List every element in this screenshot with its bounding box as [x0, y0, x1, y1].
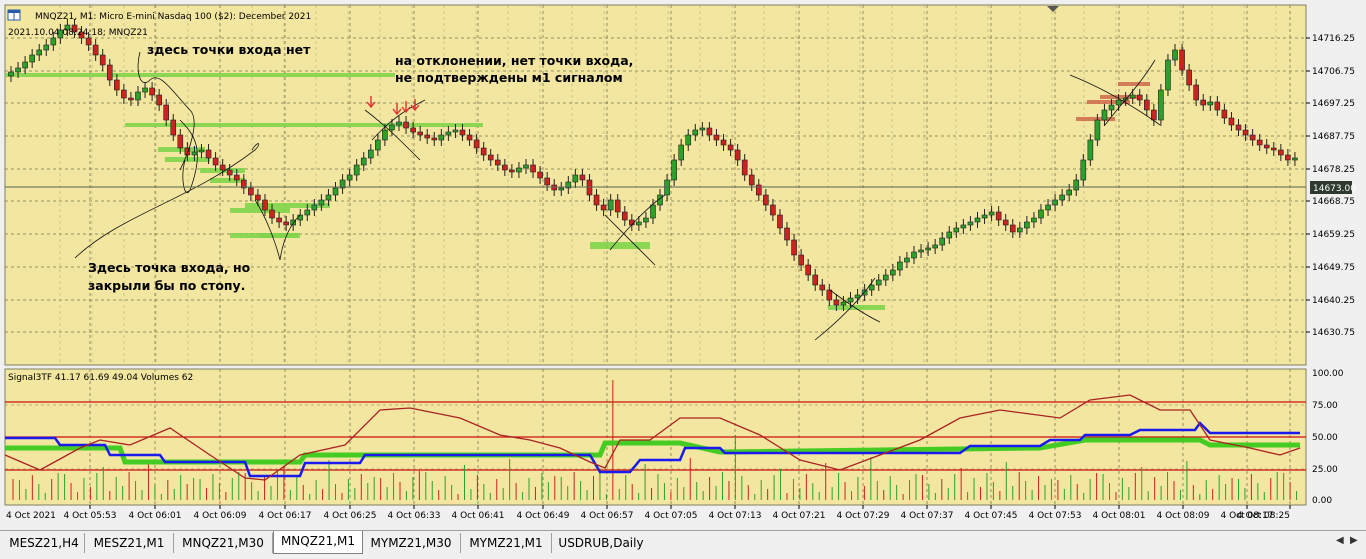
- annotation-entry-line2: закрыли бы по стопу.: [88, 278, 245, 293]
- indicator-lines: [4, 394, 1301, 481]
- time-tick-label: 4 Oct 07:05: [645, 511, 698, 521]
- indicator-grid: [5, 369, 1306, 505]
- price-tick-label: 14706.75: [1312, 67, 1355, 77]
- time-tick-label: 4 Oct 06:09: [194, 511, 247, 521]
- time-tick-label: 4 Oct 08:09: [1157, 511, 1210, 521]
- tab-mesz21-h4[interactable]: MESZ21,H4: [4, 533, 85, 553]
- time-tick-label: 4 Oct 06:17: [259, 511, 312, 521]
- indicator-tick-label: 75.00: [1312, 401, 1338, 411]
- price-tick-label: 14678.25: [1312, 165, 1355, 175]
- info-line: 2021.10.04 08:24:18; MNQZ21: [8, 28, 148, 38]
- indicator-axis: 100.00 75.00 50.00 25.00 0.00: [1312, 369, 1344, 506]
- indicator-tick-label: 0.00: [1312, 496, 1332, 506]
- time-tick-label: 4 Oct 06:33: [388, 511, 441, 521]
- tab-mymz21-m1[interactable]: MYMZ21,M1: [461, 533, 552, 553]
- tab-mesz21-m1[interactable]: MESZ21,M1: [85, 533, 174, 553]
- chart-tab-bar: MESZ21,H4 MESZ21,M1 MNQZ21,M30 MNQZ21,M1…: [0, 530, 1366, 559]
- price-tick-label: 14649.75: [1312, 263, 1355, 273]
- indicator-title: Signal3TF 41.17 61.69 49.04 Volumes 62: [8, 373, 193, 383]
- hand-drawn-sketch: [74, 51, 1161, 341]
- time-tick-label: 4 Oct 06:49: [517, 511, 570, 521]
- tab-mnqz21-m1[interactable]: MNQZ21,M1: [273, 531, 363, 554]
- window-icon: [7, 9, 21, 21]
- time-tick-label: 4 Oct 06:57: [581, 511, 634, 521]
- time-tick-label: 4 Oct 08:01: [1093, 511, 1146, 521]
- red-arrow-markers: [366, 96, 420, 116]
- price-tick-label: 14640.25: [1312, 296, 1355, 306]
- tab-mymz21-m30[interactable]: MYMZ21,M30: [362, 533, 461, 553]
- symbol-header: MNQZ21, M1: Micro E-mini Nasdaq 100 ($2)…: [35, 12, 311, 22]
- current-price-label: 14673.00: [1313, 184, 1356, 194]
- time-tick-label: 4 Oct 05:53: [64, 511, 117, 521]
- price-tick-label: 14668.75: [1312, 197, 1355, 207]
- time-tick-label: 4 Oct 06:25: [324, 511, 377, 521]
- time-tick-label: 4 Oct 07:53: [1029, 511, 1082, 521]
- annotation-entry-line1: Здесь точка входа, но: [88, 260, 251, 275]
- time-axis[interactable]: 4 Oct 2021 4 Oct 05:53 4 Oct 06:01 4 Oct 06…: [6, 505, 1291, 521]
- price-tick-label: 14687.75: [1312, 132, 1355, 142]
- volume-bars: [12, 380, 1298, 500]
- time-tick-label: 4 Oct 07:13: [709, 511, 762, 521]
- indicator-tick-label: 25.00: [1312, 465, 1338, 475]
- price-tick-label: 14659.25: [1312, 230, 1355, 240]
- candlesticks: [8, 19, 1298, 311]
- price-axis[interactable]: 14716.25 14706.75 14697.25 14687.75 14678.25…: [1306, 34, 1355, 338]
- price-pane[interactable]: [4, 4, 1307, 366]
- shift-marker-icon[interactable]: [1047, 6, 1059, 12]
- scroll-left-icon[interactable]: ◀: [1336, 535, 1344, 546]
- indicator-tick-label: 50.00: [1312, 433, 1338, 443]
- time-tick-label: 4 Oct 07:37: [901, 511, 954, 521]
- annotation-no-entry: здесь точки входа нет: [147, 42, 311, 57]
- price-tick-label: 14716.25: [1312, 34, 1355, 44]
- time-tick-label: 4 Oct 06:41: [452, 511, 505, 521]
- annotation-deviation-line2: не подтверждены м1 сигналом: [395, 70, 623, 85]
- indicator-tick-label: 100.00: [1312, 369, 1344, 379]
- time-tick-label: 4 Oct 07:45: [965, 511, 1018, 521]
- current-price-box: [1310, 181, 1352, 194]
- time-tick-label: 4 Oct 08:17: [1221, 511, 1274, 521]
- tab-mnqz21-m30[interactable]: MNQZ21,M30: [174, 533, 273, 553]
- time-tick-label: 4 Oct 2021: [6, 511, 56, 521]
- scroll-right-icon[interactable]: ▶: [1350, 535, 1358, 546]
- time-tick-label: 4 Oct 08:25: [1237, 511, 1290, 521]
- tab-usdrub-daily[interactable]: USDRUB,Daily: [558, 536, 644, 550]
- annotation-deviation-line1: на отклонении, нет точки входа,: [395, 53, 633, 68]
- price-tick-label: 14697.25: [1312, 99, 1355, 109]
- time-tick-label: 4 Oct 07:29: [837, 511, 890, 521]
- chart-window[interactable]: MNQZ21, M1: Micro E-mini Nasdaq 100 ($2)…: [0, 0, 1366, 530]
- time-tick-label: 4 Oct 06:01: [129, 511, 182, 521]
- time-tick-label: 4 Oct 07:21: [773, 511, 826, 521]
- price-tick-label: 14630.75: [1312, 328, 1355, 338]
- price-grid: [5, 5, 1306, 365]
